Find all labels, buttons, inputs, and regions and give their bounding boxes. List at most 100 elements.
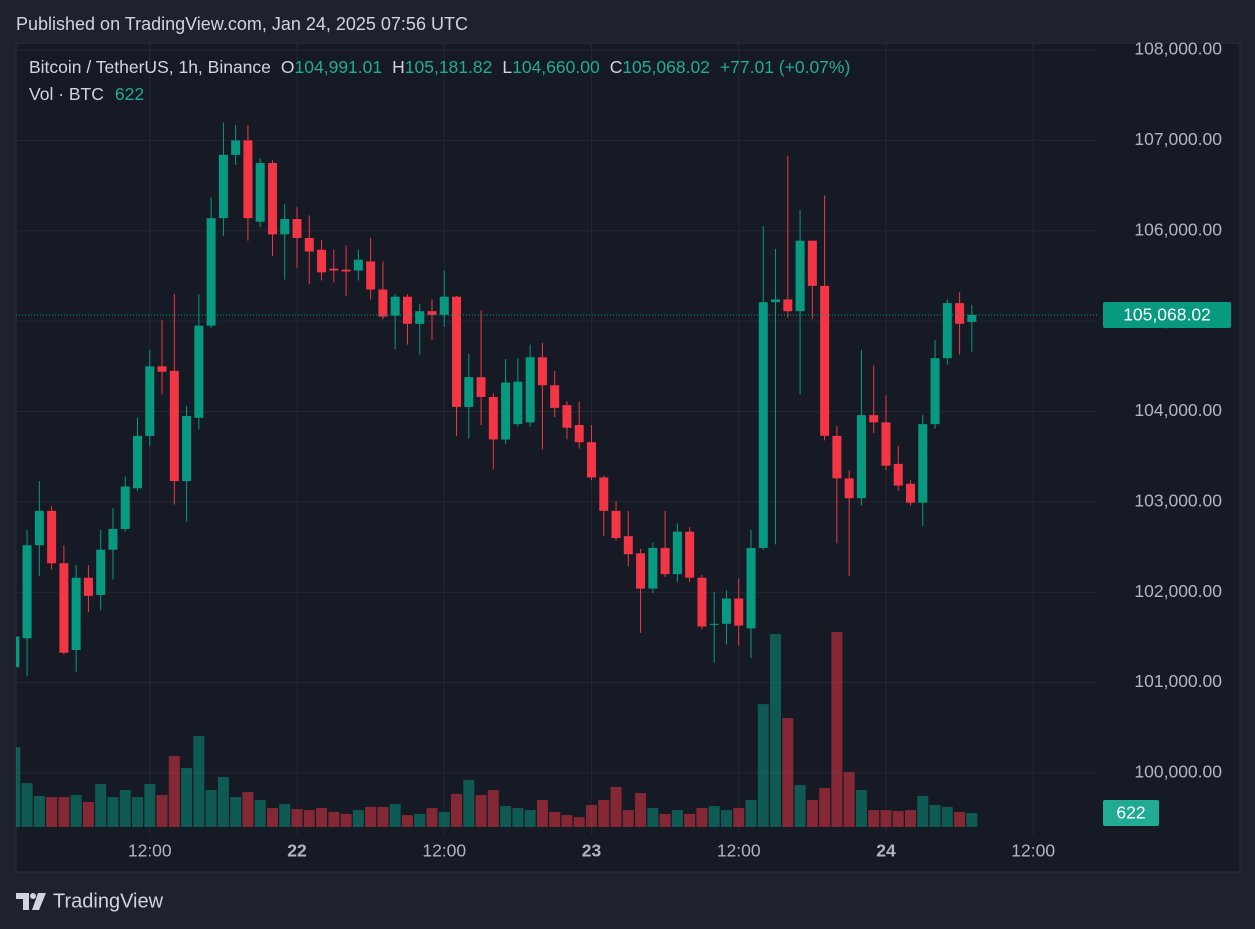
- candle-body: [709, 623, 719, 625]
- close-group: C105,068.02: [610, 57, 710, 78]
- candle-body: [746, 547, 756, 629]
- candle-body: [672, 531, 682, 575]
- candle-body: [562, 405, 572, 428]
- volume-bar: [33, 795, 45, 827]
- candle-body: [452, 296, 462, 407]
- candle-body: [795, 240, 805, 312]
- volume-bar: [757, 704, 769, 827]
- ohlc-legend: Bitcoin / TetherUS, 1h, Binance O104,991…: [29, 57, 850, 78]
- volume-bar: [708, 806, 720, 827]
- symbol: Bitcoin / TetherUS, 1h, Binance: [29, 57, 271, 77]
- axes: 100,000.00 101,000.00 102,000.00 103,000.00…: [16, 39, 1231, 861]
- high-group: H105,181.82: [392, 57, 492, 78]
- volume-bar: [132, 797, 143, 827]
- high-label: H: [392, 57, 405, 77]
- last-price-label: 105,068.02: [1123, 305, 1211, 325]
- y-tick-label: 103,000.00: [1134, 490, 1222, 510]
- y-tick-label: 107,000.00: [1134, 129, 1222, 149]
- candle-body: [537, 357, 547, 386]
- volume-bar: [806, 799, 818, 827]
- candle-body: [820, 285, 830, 436]
- logo-slash: [32, 893, 46, 910]
- candle-body: [881, 422, 891, 466]
- volume-bar: [855, 790, 867, 827]
- candle-body: [906, 483, 916, 503]
- candle-body: [513, 381, 523, 425]
- candle-body: [844, 478, 854, 499]
- volume-bar: [585, 804, 597, 827]
- open-label: O: [280, 57, 295, 77]
- volume-bar: [181, 768, 193, 827]
- volume-bar: [242, 792, 254, 827]
- candle-body: [550, 385, 560, 408]
- candle-body: [807, 240, 817, 286]
- volume-bar: [168, 756, 180, 827]
- candle-body: [341, 269, 351, 272]
- volume-bar: [941, 806, 953, 827]
- volume-bar: [426, 808, 438, 827]
- candle-body: [366, 261, 376, 290]
- volume-bar: [868, 810, 880, 827]
- candle-body: [685, 531, 695, 578]
- volume-value: 622: [114, 84, 145, 104]
- candle-body: [243, 140, 253, 219]
- candle-body: [771, 299, 781, 303]
- close-label: C: [609, 57, 623, 77]
- volume-bar: [254, 799, 266, 827]
- candle-body: [636, 553, 646, 589]
- x-tick-label: 12:00: [1011, 841, 1055, 861]
- candle-body: [476, 377, 486, 398]
- volume-bar: [46, 797, 58, 827]
- change-value: +77.01 (+0.07%): [719, 57, 851, 77]
- volume-bar: [401, 815, 413, 827]
- volume-bar: [610, 786, 622, 827]
- volume-bar: [843, 772, 855, 827]
- y-tick-label: 100,000.00: [1134, 762, 1222, 782]
- volume-bar: [880, 810, 892, 827]
- volume-bar: [205, 790, 217, 827]
- volume-bar: [770, 634, 782, 827]
- candle-body: [439, 296, 449, 315]
- candle-body: [955, 303, 965, 324]
- candle-body: [930, 358, 940, 425]
- volume-bar: [328, 811, 340, 827]
- candle-body: [390, 296, 400, 316]
- low-group: L104,660.00: [502, 57, 599, 78]
- volume-bar: [144, 784, 156, 827]
- candle-body: [488, 397, 498, 440]
- y-tick-label: 106,000.00: [1134, 219, 1222, 239]
- volume-bar: [819, 788, 831, 827]
- candle-body: [329, 268, 339, 271]
- candle-body: [22, 545, 32, 639]
- open-group: O104,991.01: [281, 57, 382, 78]
- last-volume-label: 622: [1116, 803, 1145, 823]
- candle-body: [59, 563, 69, 653]
- volume-bar: [500, 806, 512, 827]
- volume-bar: [696, 808, 708, 827]
- candle-body: [292, 219, 302, 238]
- candle-body: [415, 311, 425, 324]
- candle-body: [108, 528, 118, 550]
- volume-bar: [340, 813, 352, 827]
- volume-bar: [733, 808, 745, 827]
- candle-body: [218, 154, 228, 219]
- close-value: 105,068.02: [622, 57, 710, 77]
- candle-body: [353, 259, 363, 271]
- candle-body: [525, 357, 535, 423]
- low-label: L: [502, 57, 513, 77]
- candle-body: [317, 249, 327, 273]
- volume-bar: [929, 804, 941, 827]
- open-value: 104,991.01: [294, 57, 383, 77]
- candle-body: [194, 325, 204, 418]
- candle-body: [157, 366, 167, 372]
- candle-body: [133, 435, 142, 489]
- volume-bar: [365, 806, 377, 827]
- candle-body: [120, 486, 130, 529]
- candle-body: [599, 477, 609, 511]
- volume-bar: [684, 813, 696, 827]
- candle-body: [280, 219, 290, 235]
- candle-body: [697, 577, 707, 627]
- candle-body: [721, 598, 731, 624]
